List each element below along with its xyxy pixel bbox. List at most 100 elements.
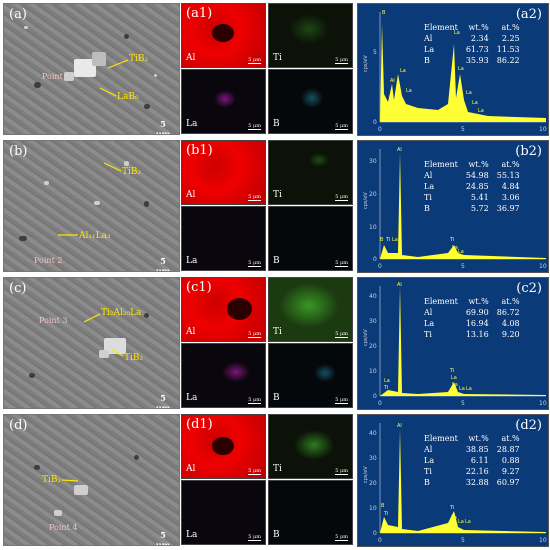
element-label: Ti (273, 53, 282, 63)
map-al: (c1) Al 5 μm (181, 277, 266, 342)
point-label: Point 4 (49, 523, 78, 532)
table-row: B 32.88 60.97 (424, 478, 520, 487)
y-tick: 40 (369, 293, 377, 300)
peak-label: La (458, 519, 464, 525)
x-tick: 10 (539, 263, 547, 270)
point-label: Point 1 (42, 72, 71, 81)
spectrum-panel-label: (c2) (516, 281, 542, 296)
annotation-arrows (83, 313, 124, 357)
peak-label: La (465, 519, 471, 525)
map-scale: 5 μm (248, 534, 261, 541)
eds-spectrum-c: cps/eV 0 10 20 30 40 0 5 10 Al La Ti Ti … (357, 277, 549, 410)
peak-label: Ti (449, 237, 454, 243)
sem-image-c: (c) Point 3 Ti₂Al₂₀La TiB₂ 5 μm (3, 277, 180, 409)
map-la: La 5 μm (181, 343, 266, 408)
map-panel-label: (a1) (186, 6, 213, 21)
scale-label: 5 μm (155, 256, 171, 272)
peak-label: La (466, 386, 472, 392)
map-al: (b1) Al 5 μm (181, 140, 266, 205)
map-ti: Ti 5 μm (268, 3, 353, 68)
element-label: La (186, 256, 198, 266)
row-c: (c) Point 3 Ti₂Al₂₀La TiB₂ 5 μm (c1) Al … (0, 277, 550, 410)
annotation-lab6: LaB₆ (117, 92, 139, 102)
x-tick: 10 (539, 537, 547, 544)
sem-image-d: (d) Point 4 TiB₂ 5 μm (3, 414, 180, 546)
annotation-arrows (99, 59, 129, 97)
spectrum-plot: cps/eV 0 5 0 5 10 B La Al La La La La La… (363, 10, 547, 133)
sem-image-a: (a) Point 1 TiB₂ LaB₆ 5 μm (3, 3, 180, 135)
table-row: Al 38.85 28.87 (424, 445, 520, 454)
map-panel-label: (b1) (186, 143, 213, 158)
map-la: La 5 μm (181, 206, 266, 271)
map-la: La 5 μm (181, 69, 266, 134)
map-scale: 5 μm (335, 331, 348, 338)
annotation-ti2al20la: Ti₂Al₂₀La (101, 308, 142, 318)
element-label: B (273, 530, 280, 540)
table-row: Ti 5.41 3.06 (424, 193, 520, 202)
table-row: La 24.85 4.84 (424, 182, 520, 191)
map-scale: 5 μm (335, 260, 348, 267)
peak-label: Al (397, 147, 402, 153)
peak-label: La (459, 386, 465, 392)
composition-table: Element wt.% at.% Al 38.85 28.87 La 6.11 0.88 … (420, 433, 524, 488)
x-tick: 0 (378, 537, 382, 544)
peak-label: La (452, 382, 458, 388)
x-tick: 0 (378, 263, 382, 270)
map-ti: Ti 5 μm (268, 414, 353, 479)
peak-label: Ti (383, 511, 388, 517)
row-b: (b) Point 2 TiB₂ Al₁₁La₃ 5 μm (b1) Al 5 … (0, 140, 550, 273)
table-row: La 6.11 0.88 (424, 456, 520, 465)
eds-spectrum-b: cps/eV 0 10 20 30 0 5 10 Al B Ti La Ti L… (357, 140, 549, 273)
peak-label: La (451, 375, 457, 381)
map-ti: Ti 5 μm (268, 277, 353, 342)
element-label: Al (186, 190, 196, 200)
table-header: Element wt.% at.% (424, 297, 520, 306)
map-scale: 5 μm (335, 534, 348, 541)
table-row: B 5.72 36.97 (424, 204, 520, 213)
peak-label: La (452, 245, 458, 251)
spectrum-plot: cps/eV 0 10 20 30 0 5 10 Al B Ti La Ti L… (363, 147, 547, 270)
panel-label: (d) (9, 418, 28, 433)
peak-label: La (472, 100, 478, 106)
element-label: Ti (273, 464, 282, 474)
annotation-tib2: TiB₂ (42, 475, 62, 485)
map-panel-label: (c1) (186, 280, 212, 295)
peak-label: La (454, 30, 460, 36)
peak-label: Ti (383, 385, 388, 391)
y-tick: 0 (373, 256, 377, 263)
element-label: Ti (273, 190, 282, 200)
y-tick: 20 (369, 480, 377, 487)
map-panel-label: (d1) (186, 417, 213, 432)
element-label: La (186, 119, 198, 129)
element-label: La (186, 530, 198, 540)
map-b: B 5 μm (268, 206, 353, 271)
y-tick: 10 (369, 368, 377, 375)
map-scale: 5 μm (335, 397, 348, 404)
spectrum-fill (380, 24, 546, 122)
peak-label: La (384, 378, 390, 384)
peak-label: B (380, 237, 384, 243)
y-tick: 20 (369, 191, 377, 198)
peak-label: B (381, 503, 385, 509)
scale-bar: 5 μm (152, 256, 174, 272)
table-row: Ti 22.16 9.27 (424, 467, 520, 476)
element-label: La (186, 393, 198, 403)
annotation-tib2: TiB₂ (122, 167, 142, 177)
map-scale: 5 μm (248, 468, 261, 475)
y-tick: 0 (373, 393, 377, 400)
map-scale: 5 μm (248, 123, 261, 130)
table-row: Al 2.34 2.25 (424, 34, 520, 43)
y-tick: 40 (369, 430, 377, 437)
peak-label: La (451, 515, 457, 521)
table-row: La 16.94 4.08 (424, 319, 520, 328)
map-scale: 5 μm (335, 468, 348, 475)
eds-spectrum-a: cps/eV 0 5 0 5 10 B La Al La La La La La… (357, 3, 549, 136)
y-tick: 10 (369, 224, 377, 231)
table-row: Al 69.90 86.72 (424, 308, 520, 317)
scale-bar: 5 μm (152, 393, 174, 408)
panel-label: (a) (9, 7, 27, 22)
annotation-arrows (58, 162, 122, 236)
panel-label: (b) (9, 144, 28, 159)
map-scale: 5 μm (335, 123, 348, 130)
